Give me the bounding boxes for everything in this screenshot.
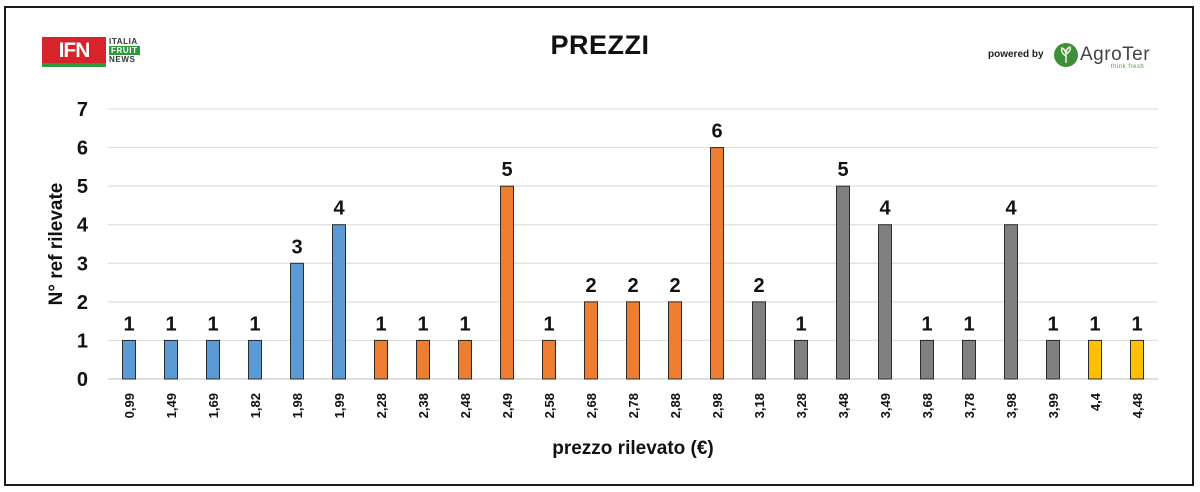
- data-label: 1: [375, 313, 386, 335]
- bar: [500, 185, 514, 380]
- bar: [920, 339, 934, 380]
- x-tick-label: 2,48: [458, 393, 473, 418]
- ifn-logo-line3: NEWS: [109, 55, 136, 64]
- y-tick-label: 7: [77, 99, 88, 121]
- data-label: 1: [123, 313, 134, 335]
- y-axis-title: N° ref rilevate: [46, 183, 67, 306]
- x-tick-label: 4,48: [1130, 393, 1145, 418]
- y-tick-label: 3: [77, 253, 88, 275]
- data-label: 4: [879, 198, 891, 220]
- data-label: 2: [627, 275, 638, 297]
- data-label: 2: [669, 275, 680, 297]
- ifn-logo: IFN ITALIA FRUIT NEWS: [42, 37, 154, 69]
- y-tick-label: 4: [77, 215, 89, 237]
- x-tick-label: 2,58: [542, 393, 557, 418]
- x-tick-label: 1,82: [248, 393, 263, 418]
- data-label: 1: [249, 313, 260, 335]
- x-tick-label: 2,88: [668, 393, 683, 418]
- bar: [1130, 339, 1144, 380]
- x-axis-title: prezzo rilevato (€): [552, 438, 714, 459]
- data-label: 1: [1131, 313, 1142, 335]
- data-label: 1: [207, 313, 218, 335]
- agroter-logo: AgroTer think fresh: [1053, 40, 1163, 70]
- data-label: 1: [1047, 313, 1058, 335]
- x-tick-label: 2,38: [416, 393, 431, 418]
- y-tick-label: 5: [77, 176, 88, 198]
- data-label: 1: [1089, 313, 1100, 335]
- bar: [584, 301, 598, 380]
- data-label: 4: [333, 198, 345, 220]
- bar: [668, 301, 682, 380]
- data-label: 1: [459, 313, 470, 335]
- bar: [416, 339, 430, 380]
- data-label: 2: [585, 275, 596, 297]
- data-label: 5: [501, 159, 512, 181]
- data-label: 1: [543, 313, 554, 335]
- ifn-logo-line1: ITALIA: [109, 37, 138, 46]
- x-tick-label: 2,49: [500, 393, 515, 418]
- x-tick-label: 0,99: [122, 393, 137, 418]
- data-label: 6: [711, 121, 722, 143]
- y-tick-label: 2: [77, 292, 88, 314]
- x-tick-label: 1,99: [332, 393, 347, 418]
- y-tick-label: 0: [77, 369, 88, 391]
- bar: [248, 339, 262, 380]
- bar: [1088, 339, 1102, 380]
- agroter-name: AgroTer: [1080, 44, 1151, 65]
- data-label: 1: [795, 313, 806, 335]
- data-label: 1: [165, 313, 176, 335]
- bar: [878, 224, 892, 380]
- bar: [794, 339, 808, 380]
- x-tick-label: 3,28: [794, 393, 809, 418]
- data-label: 1: [963, 313, 974, 335]
- bar: [962, 339, 976, 380]
- data-label: 2: [753, 275, 764, 297]
- ifn-logo-line2: FRUIT: [109, 46, 140, 55]
- x-tick-label: 1,49: [164, 393, 179, 418]
- bar: [122, 339, 136, 380]
- data-label: 3: [291, 236, 302, 258]
- bar: [752, 301, 766, 380]
- x-tick-label: 1,69: [206, 393, 221, 418]
- ifn-logo-mark: IFN: [42, 37, 106, 67]
- x-tick-label: 3,18: [752, 393, 767, 418]
- x-tick-label: 4,4: [1088, 392, 1103, 411]
- bar: [710, 147, 724, 380]
- data-label: 5: [837, 159, 848, 181]
- x-tick-label: 1,98: [290, 393, 305, 418]
- x-tick-label: 2,78: [626, 393, 641, 418]
- bar: [290, 262, 304, 380]
- bar: [836, 185, 850, 380]
- x-tick-label: 3,98: [1004, 393, 1019, 418]
- bar: [542, 339, 556, 380]
- agroter-tagline: think fresh: [1111, 64, 1145, 70]
- data-label: 1: [921, 313, 932, 335]
- x-tick-label: 3,99: [1046, 393, 1061, 418]
- bar: [164, 339, 178, 380]
- data-label: 4: [1005, 198, 1017, 220]
- x-tick-label: 3,48: [836, 393, 851, 418]
- chart-frame: [4, 6, 1194, 486]
- x-tick-label: 3,49: [878, 393, 893, 418]
- chart-title: PREZZI: [550, 30, 650, 60]
- x-tick-label: 3,68: [920, 393, 935, 418]
- bar: [626, 301, 640, 380]
- ifn-logo-text: ITALIA FRUIT NEWS: [109, 37, 140, 64]
- bar: [206, 339, 220, 380]
- bar: [374, 339, 388, 380]
- y-tick-label: 6: [77, 138, 88, 160]
- powered-by-label: powered by: [988, 49, 1044, 60]
- x-tick-label: 2,28: [374, 393, 389, 418]
- bar: [1004, 224, 1018, 380]
- data-label: 1: [417, 313, 428, 335]
- bar: [1046, 339, 1060, 380]
- bar: [458, 339, 472, 380]
- y-tick-label: 1: [77, 330, 88, 352]
- bar: [332, 224, 346, 380]
- x-tick-label: 2,98: [710, 393, 725, 418]
- x-tick-label: 2,68: [584, 393, 599, 418]
- agroter-leaf-icon: [1054, 43, 1078, 67]
- x-tick-label: 3,78: [962, 393, 977, 418]
